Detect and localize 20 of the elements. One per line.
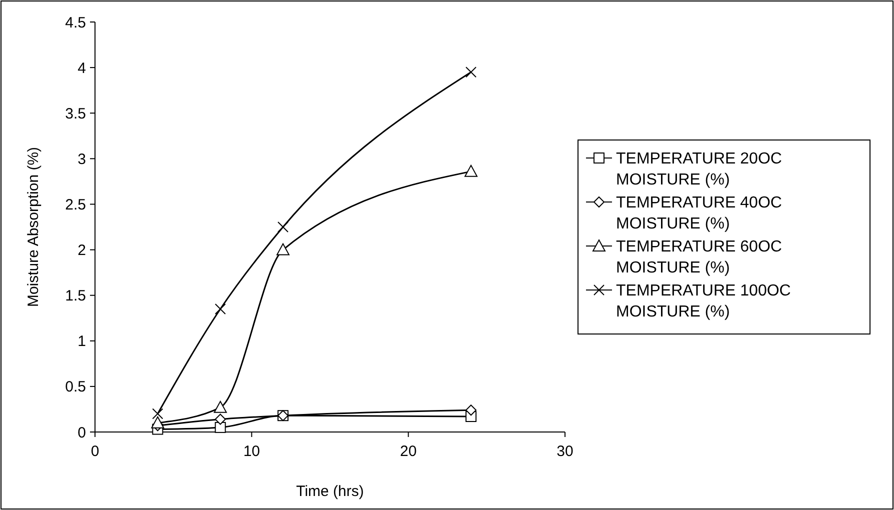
legend-label: TEMPERATURE 60OC MOISTURE (%) xyxy=(616,238,782,277)
y-tick-label: 1 xyxy=(78,333,86,350)
y-tick-label: 0 xyxy=(78,424,86,442)
y-tick-label: 0.5 xyxy=(65,378,86,396)
legend-label: TEMPERATURE 20OC MOISTURE (%) xyxy=(616,150,782,189)
x-tick-label: 30 xyxy=(556,443,574,460)
y-axis-title: Moisture Absorption (%) xyxy=(25,146,42,308)
y-tick-label: 3.5 xyxy=(65,105,86,122)
x-tick-label: 20 xyxy=(400,443,417,460)
y-tick-label: 4 xyxy=(78,60,86,77)
x-tick-label: 0 xyxy=(90,443,100,460)
x-axis-title: Time (hrs) xyxy=(296,483,364,500)
x-tick-label: 10 xyxy=(243,443,260,460)
legend-label: TEMPERATURE 40OC MOISTURE (%) xyxy=(616,194,782,233)
y-tick-label: 2 xyxy=(78,242,86,260)
y-tick-label: 2.5 xyxy=(65,196,86,214)
legend-label: TEMPERATURE 100OC MOISTURE (%) xyxy=(616,282,791,321)
y-tick-label: 3 xyxy=(78,150,86,168)
y-tick-label: 4.5 xyxy=(65,14,86,32)
y-tick-label: 1.5 xyxy=(65,288,86,305)
